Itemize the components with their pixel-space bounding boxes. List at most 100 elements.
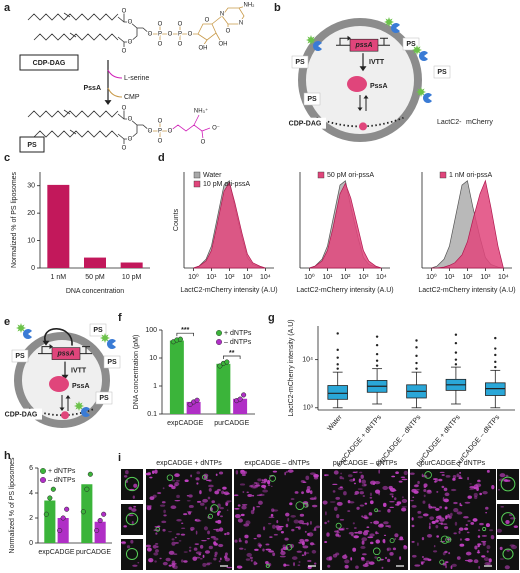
liposome-ring — [445, 536, 452, 543]
speck — [375, 531, 378, 535]
bar — [84, 257, 106, 268]
speck — [453, 508, 459, 513]
lipid-label: CDP-DAG — [289, 121, 322, 128]
liposome-ring — [207, 513, 213, 519]
bar — [120, 262, 143, 268]
speck — [178, 540, 182, 542]
speck — [186, 495, 189, 497]
liposome-ring — [376, 557, 381, 562]
speck — [423, 557, 430, 561]
y-axis-label: Normalized % of PS liposomes — [11, 171, 18, 268]
outlier — [336, 356, 339, 359]
speck — [289, 502, 293, 506]
speck — [168, 550, 175, 555]
speck — [453, 501, 458, 505]
speck — [484, 561, 491, 566]
speck — [146, 547, 152, 552]
speck — [452, 475, 457, 479]
liposome-ring — [269, 475, 276, 482]
speck — [421, 473, 424, 478]
speck — [161, 520, 167, 524]
speck — [458, 527, 464, 531]
speck — [265, 543, 270, 546]
panel-letter: d — [158, 152, 165, 164]
speck — [181, 527, 186, 529]
speck — [256, 534, 262, 538]
atom-label: O — [128, 137, 133, 143]
speck — [153, 529, 160, 531]
speck — [449, 512, 453, 517]
speck — [332, 490, 336, 493]
panel-letter: h — [4, 450, 11, 462]
inset-ring — [125, 547, 139, 561]
speck — [171, 485, 176, 490]
speck — [270, 513, 274, 517]
speck — [335, 496, 341, 500]
legend-label: Water — [203, 172, 222, 179]
significance-label: *** — [181, 327, 189, 334]
speck — [196, 482, 199, 485]
speck — [241, 505, 247, 510]
speck — [243, 523, 250, 527]
arrow-head — [65, 395, 71, 399]
speck — [483, 557, 489, 562]
speck — [202, 562, 207, 567]
speck — [168, 564, 172, 567]
ps-label: PS — [99, 395, 109, 402]
speck — [237, 518, 243, 523]
speck — [295, 526, 300, 529]
x-tick-label: 10⁴ — [260, 274, 271, 281]
speck — [163, 514, 167, 517]
speck — [391, 495, 394, 498]
label-bg — [89, 323, 107, 337]
speck — [309, 520, 312, 525]
membrane-lipids — [28, 407, 96, 417]
speck — [477, 479, 481, 482]
side-arrow — [107, 69, 123, 79]
speck — [414, 564, 421, 567]
process-label: IVTT — [71, 367, 87, 374]
side-arrow — [107, 87, 123, 98]
atom-label: O — [122, 146, 127, 152]
data-point — [57, 527, 63, 534]
speck — [465, 551, 472, 556]
byproduct-label: CMP — [124, 94, 140, 101]
speck — [218, 527, 224, 532]
speck — [499, 473, 506, 478]
panel-letter: g — [268, 312, 275, 324]
speck — [298, 561, 301, 563]
speck — [260, 481, 266, 484]
speck — [254, 484, 261, 487]
speck — [489, 529, 494, 532]
lipid-dot — [61, 411, 69, 420]
speck — [361, 515, 364, 518]
image-title: expCADGE + dNTPs — [156, 460, 222, 467]
x-axis-label: DNA concentration — [66, 288, 124, 295]
speck — [433, 478, 437, 480]
speck — [454, 521, 458, 526]
speck — [240, 470, 246, 475]
inset-ring — [124, 476, 140, 492]
speck — [388, 485, 393, 490]
speck — [202, 498, 208, 503]
speck — [241, 504, 248, 506]
atom-label: O — [122, 106, 127, 112]
speck — [361, 540, 365, 545]
data-point — [241, 392, 247, 398]
speck — [345, 527, 349, 530]
image-title: expCADGE – dNTPs — [244, 460, 310, 467]
speck — [442, 523, 448, 525]
liposome-ring — [424, 471, 432, 479]
data-point — [80, 509, 86, 515]
arrow-head — [61, 374, 69, 380]
speck — [366, 526, 370, 529]
atom-label: P — [158, 32, 162, 38]
speck — [350, 557, 353, 561]
speck — [165, 557, 171, 562]
speck — [299, 513, 305, 517]
speck — [235, 470, 239, 475]
speck — [445, 475, 451, 478]
speck — [188, 494, 193, 498]
speck — [262, 526, 266, 531]
speck — [475, 483, 482, 488]
